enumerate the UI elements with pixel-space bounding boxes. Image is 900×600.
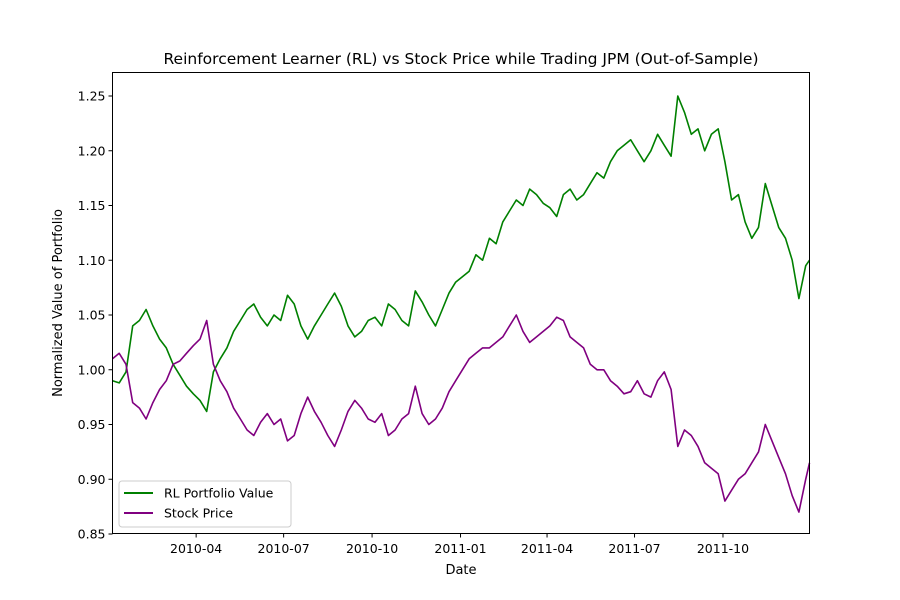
plot-series bbox=[111, 95, 811, 513]
y-tick-label: 0.90 bbox=[78, 472, 106, 487]
y-axis: 0.85 0.90 0.95 1.00 1.05 1.10 1.15 1.20 1.25 bbox=[78, 89, 113, 542]
legend-label-stock: Stock Price bbox=[164, 506, 233, 521]
y-tick-label: 1.10 bbox=[78, 253, 106, 268]
x-tick-label: 2011-10 bbox=[697, 541, 749, 556]
y-tick-label: 1.00 bbox=[78, 362, 106, 377]
y-tick-label: 1.20 bbox=[78, 143, 106, 158]
x-tick-label: 2011-04 bbox=[521, 541, 573, 556]
y-tick-label: 1.25 bbox=[78, 89, 106, 104]
x-tick-label: 2011-01 bbox=[434, 541, 486, 556]
legend-label-rl: RL Portfolio Value bbox=[164, 486, 274, 501]
x-tick-label: 2010-07 bbox=[258, 541, 310, 556]
x-tick-label: 2010-04 bbox=[170, 541, 222, 556]
legend-box bbox=[118, 480, 292, 528]
y-axis-label: Normalized Value of Portfolio bbox=[51, 209, 66, 397]
rl-portfolio-line bbox=[112, 95, 811, 413]
legend: RL Portfolio Value Stock Price bbox=[118, 480, 292, 528]
stock-price-line bbox=[111, 314, 811, 513]
y-tick-label: 1.05 bbox=[78, 308, 106, 323]
x-axis-label: Date bbox=[445, 563, 476, 578]
y-tick-label: 0.95 bbox=[78, 417, 106, 432]
y-tick-label: 0.85 bbox=[78, 527, 106, 542]
x-tick-label: 2011-07 bbox=[608, 541, 660, 556]
chart-title: Reinforcement Learner (RL) vs Stock Pric… bbox=[163, 50, 758, 68]
x-tick-label: 2010-10 bbox=[346, 541, 398, 556]
x-axis: 2010-04 2010-07 2010-10 2011-01 2011-04 2011-… bbox=[170, 533, 749, 556]
y-tick-label: 1.15 bbox=[78, 198, 106, 213]
